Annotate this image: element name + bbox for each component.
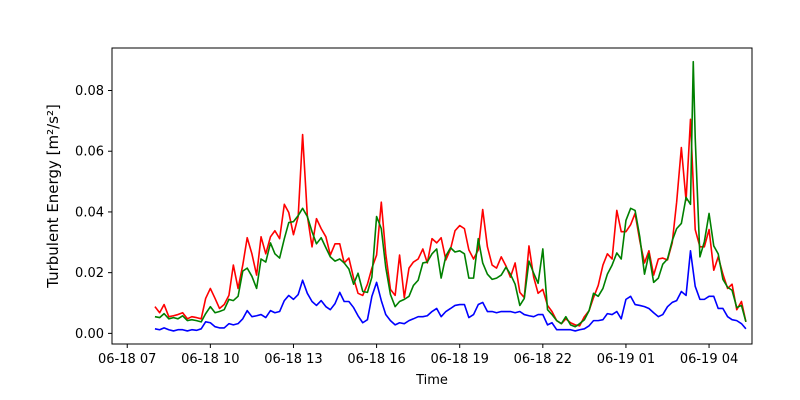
x-tick-label: 06-18 19 — [430, 352, 488, 367]
x-tick-label: 06-19 04 — [680, 352, 738, 367]
y-axis-label: Turbulent Energy [m²/s²] — [44, 104, 62, 289]
series-line-3 — [154, 250, 747, 332]
series-layer — [154, 60, 747, 332]
plot-frame — [111, 47, 753, 345]
x-tick-label: 06-18 10 — [181, 352, 239, 367]
y-tick-label: 0.04 — [75, 205, 104, 220]
x-tick-label: 06-18 13 — [264, 352, 322, 367]
y-tick-label: 0.00 — [75, 327, 104, 342]
series-line-1 — [154, 118, 747, 327]
series-line-2 — [154, 60, 747, 328]
y-axis: 0.00 0.02 0.04 0.06 0.08 — [75, 84, 112, 342]
x-tick-label: 06-19 01 — [597, 352, 655, 367]
y-tick-label: 0.06 — [75, 145, 104, 160]
x-tick-label: 06-18 07 — [98, 352, 156, 367]
y-tick-label: 0.08 — [75, 84, 104, 99]
x-axis: 06-18 07 06-18 10 06-18 13 06-18 16 06-18 19… — [98, 344, 738, 367]
x-tick-label: 06-18 22 — [514, 352, 572, 367]
x-tick-label: 06-18 16 — [347, 352, 405, 367]
y-tick-label: 0.02 — [75, 266, 104, 281]
x-axis-label: Time — [415, 373, 448, 388]
